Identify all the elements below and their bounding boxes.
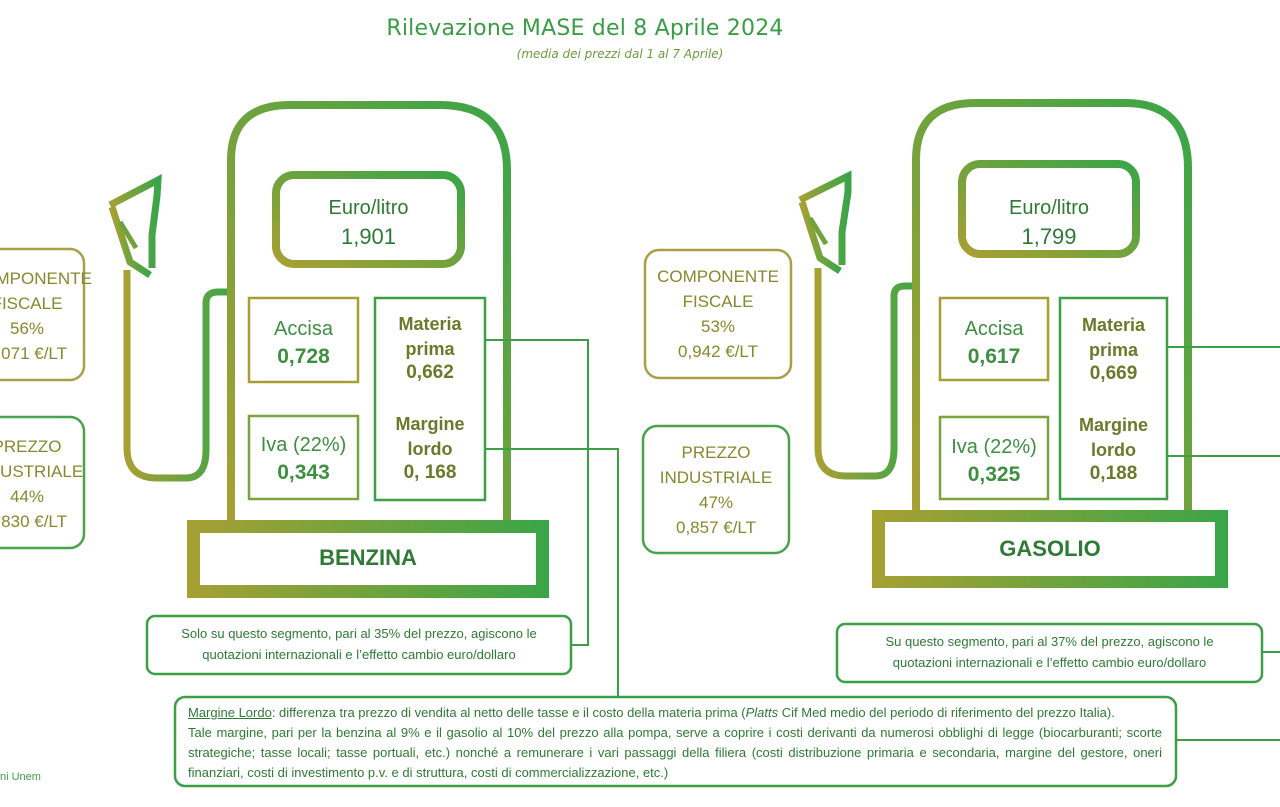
page-title: Rilevazione MASE del 8 Aprile 2024 [386,16,784,41]
gasolio-prezzo-box [641,424,791,555]
margin-note-line1a: : differenza tra prezzo di vendita al ne… [271,705,746,720]
benzina-componente-box [0,247,86,382]
benzina-materia: Materia prima 0,662 [375,312,485,384]
benzina-accisa-value: 0,728 [277,345,330,368]
benzina-prezzo: PREZZO INDUSTRIALE 44% 0,830 €/LT [0,434,84,534]
benzina-note-line1: Solo su questo segmento, pari al 35% del… [181,626,537,641]
benzina-pump [108,101,619,697]
benzina-label: BENZINA [319,545,417,570]
gasolio-accisa: Accisa 0,617 [940,318,1048,369]
benzina-componente-line1: COMPONENTE [0,269,92,288]
gasolio-materia-label-1: Materia [1081,315,1146,335]
gasolio-iva-label: Iva (22%) [951,436,1037,458]
gasolio-prezzo-line2: INDUSTRIALE [659,468,773,487]
gasolio-accisa-value: 0,617 [967,345,1021,368]
benzina-euro-label: Euro/litro [328,197,409,219]
gasolio-margine-value: 0,188 [1089,463,1138,484]
gasolio-prezzo-pct: 47% [698,493,734,512]
benzina-componente-pct: 56% [9,319,45,338]
margin-note-platts: Platts [745,705,779,720]
gasolio-display: Euro/litro 1,799 [962,197,1136,250]
benzina-margine: Margine lordo 0, 168 [375,412,485,484]
benzina-iva: Iva (22%) 0,343 [249,434,358,485]
benzina-body [227,101,511,520]
source-label: ni Unem [0,771,41,783]
gasolio-note: Su questo segmento, pari al 37% del prez… [840,631,1259,673]
gasolio-margine: Margine lordo 0,188 [1060,413,1167,485]
gasolio-iva-value: 0,325 [967,463,1021,486]
benzina-hose [123,270,234,482]
benzina-euro-value: 1,901 [340,224,397,249]
margin-note-box [173,695,1178,788]
benzina-nozzle [108,174,162,268]
benzina-iva-label: Iva (22%) [260,434,347,456]
benzina-materia-value: 0,662 [406,362,454,383]
gasolio-prezzo: PREZZO INDUSTRIALE 47% 0,857 €/LT [643,440,789,540]
gasolio-componente-line2: FISCALE [682,292,754,311]
gasolio-materia-value: 0,669 [1089,363,1138,384]
benzina-margine-value: 0, 168 [403,462,457,483]
gasolio-componente-box [643,248,793,380]
margin-note-line1b: Cif Med medio del periodo di riferimento… [778,705,1115,720]
margin-note-body: Tale margine, pari per la benzina al 9% … [188,725,1162,780]
gasolio-euro-label: Euro/litro [1008,197,1090,219]
benzina-materia-label-2: prima [405,339,455,359]
gasolio-iva: Iva (22%) 0,325 [940,436,1048,487]
gasolio-materia-label-2: prima [1088,340,1139,360]
gasolio-prezzo-val: 0,857 €/LT [675,518,757,537]
benzina-margine-label-2: lordo [407,439,453,459]
benzina-display: Euro/litro 1,901 [276,197,461,250]
gasolio-euro-value: 1,799 [1021,224,1077,249]
benzina-componente-line2: FISCALE [0,294,63,313]
margin-note: Margine Lordo: differenza tra prezzo di … [188,703,1162,783]
benzina-componente: COMPONENTE FISCALE 56% 1,071 €/LT [0,266,92,366]
gasolio-margine-label-1: Margine [1078,415,1148,435]
gasolio-materia: Materia prima 0,669 [1060,313,1167,385]
gasolio-margine-label-2: lordo [1091,440,1136,460]
page-subtitle: (media dei prezzi dal 1 al 7 Aprile) [516,47,724,61]
benzina-prezzo-pct: 44% [9,487,45,506]
benzina-materia-label-1: Materia [398,314,462,334]
benzina-note-box [145,614,573,676]
gasolio-nozzle [798,170,852,265]
benzina-accisa-label: Accisa [274,318,333,340]
gasolio-componente: COMPONENTE FISCALE 53% 0,942 €/LT [645,264,791,364]
benzina-iva-value: 0,343 [277,461,330,484]
gasolio-componente-line1: COMPONENTE [657,267,779,286]
benzina-componente-val: 1,071 €/LT [0,344,68,363]
gasolio-componente-val: 0,942 €/LT [677,342,759,361]
gasolio-note-line1: Su questo segmento, pari al 37% del prez… [885,634,1214,649]
gasolio-label: GASOLIO [999,536,1101,561]
gasolio-pump [798,99,1280,741]
benzina-accisa: Accisa 0,728 [249,318,358,369]
gasolio-hose [814,268,920,480]
margin-note-term: Margine Lordo [188,705,272,720]
benzina-prezzo-box [0,415,86,550]
benzina-margine-label-1: Margine [395,414,465,434]
gasolio-note-box [835,622,1264,684]
benzina-prezzo-val: 0,830 €/LT [0,512,68,531]
benzina-note: Solo su questo segmento, pari al 35% del… [150,623,568,665]
gasolio-prezzo-line1: PREZZO [681,443,751,462]
gasolio-note-line2: quotazioni internazionali e l’effetto ca… [892,655,1207,670]
gasolio-body [912,99,1192,512]
benzina-prezzo-line2: INDUSTRIALE [0,462,84,481]
gasolio-componente-pct: 53% [700,317,736,336]
benzina-note-line2: quotazioni internazionali e l’effetto ca… [202,647,516,662]
gasolio-accisa-label: Accisa [964,318,1024,340]
benzina-prezzo-line1: PREZZO [0,437,62,456]
